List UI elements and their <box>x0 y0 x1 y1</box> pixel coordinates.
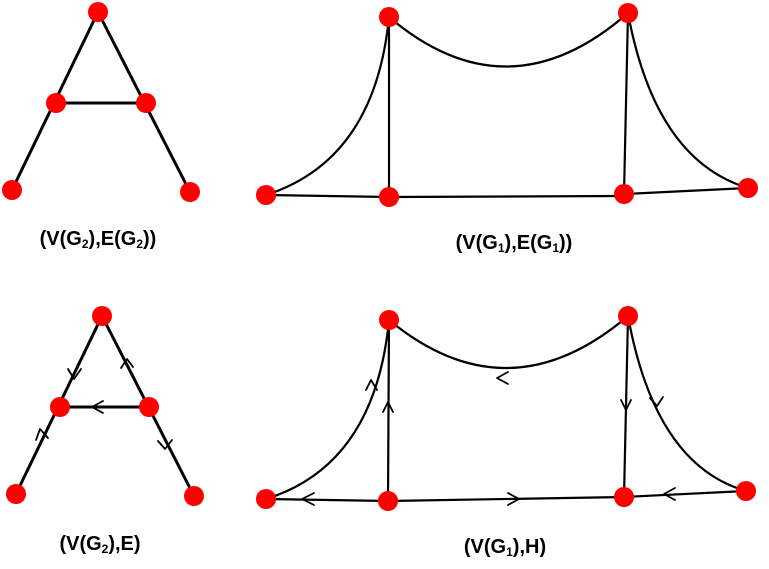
caption-text: (V(G <box>455 232 498 254</box>
caption-text: ),E) <box>108 533 141 555</box>
caption-subscript: 1 <box>552 241 560 255</box>
caption-subscript: 2 <box>136 237 144 251</box>
caption-text: (V(G <box>39 228 82 250</box>
graph-g2-directed <box>6 306 204 506</box>
arrow-head <box>301 492 315 506</box>
node <box>184 486 204 506</box>
graph-g1-directed <box>256 306 756 511</box>
arrow-head <box>120 358 134 369</box>
arrow-head <box>67 368 82 380</box>
node <box>2 180 22 200</box>
arrow-head <box>35 428 49 441</box>
arrow-head <box>157 439 173 450</box>
caption-text: (V(G <box>463 536 507 558</box>
node <box>736 481 756 501</box>
arrow-head <box>365 379 378 391</box>
node <box>618 306 638 326</box>
node <box>379 7 399 27</box>
caption-g2-undirected: (V(G2),E(G2)) <box>40 228 157 251</box>
graph-g1-undirected <box>256 3 758 207</box>
edge <box>622 186 750 196</box>
arrow-head <box>620 399 632 411</box>
node <box>614 184 634 204</box>
node <box>378 491 398 511</box>
edge <box>264 193 391 199</box>
caption-text: )) <box>559 232 573 254</box>
caption-subscript: 1 <box>497 241 505 255</box>
caption-g1-directed: (V(G1),H) <box>464 536 546 559</box>
caption-g2-directed: (V(G2),E) <box>59 533 140 556</box>
caption-text: )) <box>143 228 157 250</box>
node <box>614 487 634 507</box>
arrow-head <box>91 400 104 414</box>
caption-text: ),E(G <box>504 232 553 254</box>
caption-subscript: 2 <box>81 237 89 251</box>
node <box>6 484 26 504</box>
edge <box>387 11 630 68</box>
node <box>618 3 638 23</box>
node <box>136 93 156 113</box>
edge <box>386 318 391 503</box>
caption-subscript: 1 <box>506 545 513 559</box>
edge <box>626 314 748 493</box>
arrow-head <box>649 396 664 407</box>
arrow-head <box>496 371 509 385</box>
node <box>379 310 399 330</box>
edge <box>626 11 750 190</box>
caption-g1-undirected: (V(G1),E(G1)) <box>456 232 573 255</box>
caption-text: ),H) <box>512 536 547 558</box>
edge <box>622 489 748 499</box>
edge <box>264 15 391 197</box>
node <box>46 93 66 113</box>
edge <box>264 318 391 501</box>
node <box>50 397 70 417</box>
edge <box>387 194 626 199</box>
edge <box>622 11 630 196</box>
graph-g2-undirected <box>2 2 200 202</box>
edge <box>386 495 626 503</box>
node <box>256 185 276 205</box>
edge <box>387 314 630 370</box>
node <box>88 2 108 22</box>
caption-text: ),E(G <box>88 228 137 250</box>
arrow-head <box>663 487 676 501</box>
arrow-head <box>382 401 394 413</box>
node <box>139 397 159 417</box>
node <box>738 178 758 198</box>
node <box>180 182 200 202</box>
edge <box>264 497 390 503</box>
edge <box>622 314 630 499</box>
caption-subscript: 2 <box>101 542 109 556</box>
node <box>92 306 112 326</box>
node <box>379 187 399 207</box>
arrow-head <box>507 492 520 506</box>
node <box>256 489 276 509</box>
caption-text: (V(G <box>59 533 102 555</box>
